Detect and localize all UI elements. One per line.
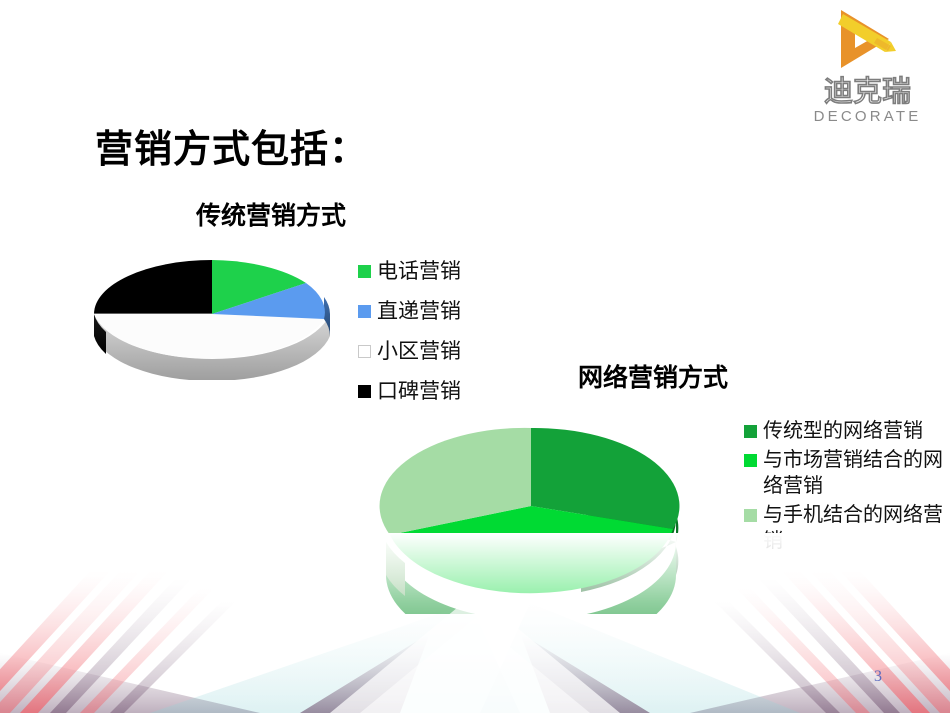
chart1-pie-graphic <box>88 248 336 380</box>
chart2-pie-graphic <box>345 402 717 614</box>
logo-mark-icon <box>833 8 901 70</box>
legend-item[interactable]: 与手机结合的网络营销 <box>744 502 950 554</box>
legend-item-label: 直递营销 <box>377 299 461 323</box>
chart1-title: 传统营销方式 <box>196 203 347 230</box>
chart1-legend: 电话营销 直递营销 小区营销 口碑营销 <box>358 258 508 418</box>
legend-item[interactable]: 与市场营销结合的网络营销 <box>744 447 950 499</box>
legend-item-label: 小区营销 <box>377 339 461 363</box>
page-title: 营销方式包括： <box>95 129 369 171</box>
legend-item-label: 与手机结合的网络营销 <box>763 504 943 552</box>
chart2-title: 网络营销方式 <box>578 365 729 392</box>
legend-item-label: 口碑营销 <box>377 379 461 403</box>
legend-item-label: 与市场营销结合的网络营销 <box>763 449 943 497</box>
page-number: 3 <box>874 668 882 685</box>
legend-swatch-color <box>744 509 757 522</box>
legend-swatch-color <box>358 345 371 358</box>
svg-text:迪克瑞: 迪克瑞 <box>824 75 911 108</box>
legend-swatch-color <box>358 385 371 398</box>
chart2-legend: 传统型的网络营销 与市场营销结合的网络营销 与手机结合的网络营销 <box>744 418 950 557</box>
legend-item[interactable]: 小区营销 <box>358 338 508 365</box>
logo-chinese-wordmark: 迪克瑞 <box>795 74 940 109</box>
logo-english-wordmark: DECORATE <box>813 108 922 125</box>
legend-swatch-color <box>744 425 757 438</box>
legend-item-label: 传统型的网络营销 <box>763 420 923 442</box>
legend-swatch-color <box>358 265 371 278</box>
legend-swatch-color <box>744 454 757 467</box>
legend-item[interactable]: 口碑营销 <box>358 378 508 405</box>
legend-item-label: 电话营销 <box>377 259 461 283</box>
legend-swatch-color <box>358 305 371 318</box>
legend-item[interactable]: 直递营销 <box>358 298 508 325</box>
brand-logo: 迪克瑞 DECORATE <box>795 8 940 130</box>
legend-item[interactable]: 电话营销 <box>358 258 508 285</box>
legend-item[interactable]: 传统型的网络营销 <box>744 418 950 444</box>
